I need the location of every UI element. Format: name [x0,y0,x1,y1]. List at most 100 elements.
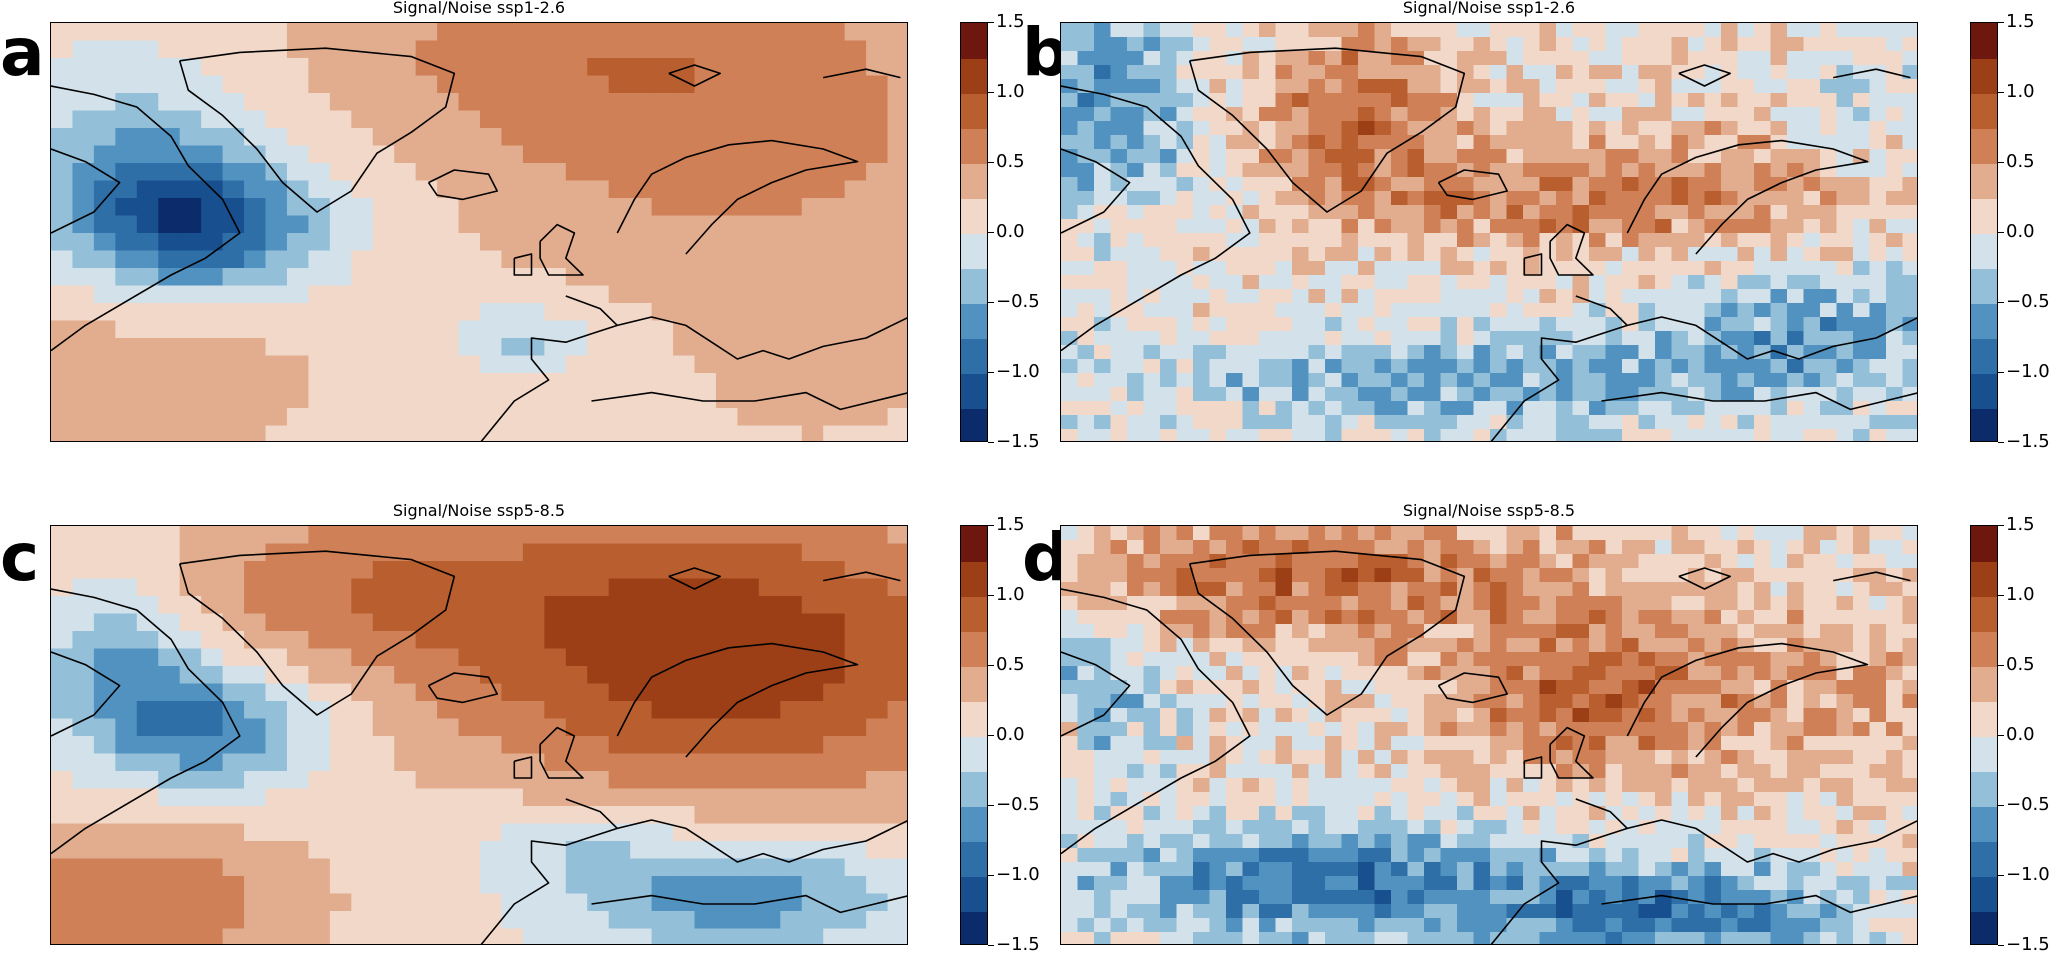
heatmap-cell [1193,65,1211,80]
heatmap-cell [394,718,417,737]
heatmap-cell [1424,191,1442,206]
heatmap-cell [1094,568,1112,583]
heatmap-cell [1556,680,1574,695]
heatmap-cell [1457,373,1475,388]
heatmap-cell [1886,37,1904,52]
heatmap-cell [458,736,481,755]
heatmap-cell [1506,345,1524,360]
heatmap-cell [201,858,224,877]
heatmap-cell [1506,736,1524,751]
heatmap-cell [1506,51,1524,66]
heatmap-cell [1275,652,1293,667]
heatmap-cell [544,718,567,737]
heatmap-cell [1490,554,1508,569]
heatmap-cell [1754,862,1772,877]
heatmap-cell [1440,205,1458,220]
heatmap-cell [394,561,417,580]
heatmap-cell [565,145,588,164]
heatmap-cell [115,163,138,182]
heatmap-cell [1655,834,1673,849]
heatmap-cell [522,806,545,825]
heatmap-cell [1523,890,1541,905]
heatmap-cell [72,928,95,944]
heatmap-cell [1374,205,1392,220]
heatmap-cell [1391,65,1409,80]
heatmap-cell [587,928,610,944]
heatmap-cell [1176,666,1194,681]
heatmap-cell [1341,275,1359,290]
heatmap-cell [1193,582,1211,597]
heatmap-cell [1424,862,1442,877]
heatmap-cell [158,666,181,685]
heatmap-cell [1803,876,1821,891]
heatmap-cell [1704,652,1722,667]
heatmap-cell [244,736,267,755]
heatmap-cell [480,58,503,77]
heatmap-cell [544,876,567,895]
heatmap-cell [158,390,181,409]
heatmap-cell [1259,65,1277,80]
heatmap-cell [1259,149,1277,164]
heatmap-cell [1407,429,1425,441]
heatmap-cell [1193,79,1211,94]
heatmap-cell [866,285,889,304]
heatmap-cell [1787,37,1805,52]
heatmap-cell [179,198,202,217]
heatmap-cell [1077,93,1095,108]
heatmap-cell [1671,890,1689,905]
heatmap-cell [630,23,653,42]
heatmap-cell [158,858,181,877]
heatmap-cell [72,93,95,112]
heatmap-cell [1638,652,1656,667]
heatmap-cell [1721,680,1739,695]
heatmap-cell [1275,359,1293,374]
heatmap-cell [1671,638,1689,653]
heatmap-cell [1523,708,1541,723]
heatmap-cell [1721,666,1739,681]
heatmap-cell [437,736,460,755]
heatmap-cell [1704,135,1722,150]
heatmap-cell [1110,233,1128,248]
heatmap-cell [1193,750,1211,765]
heatmap-cell [351,753,374,772]
heatmap-cell [1902,317,1917,332]
heatmap-cell [437,841,460,860]
heatmap-cell [1077,261,1095,276]
heatmap-cell [587,338,610,357]
heatmap-cell [1803,862,1821,877]
heatmap-cell [1061,275,1079,290]
heatmap-cell [1358,93,1376,108]
heatmap-cell [673,928,696,944]
heatmap-cell [1638,429,1656,441]
heatmap-cell [1605,429,1623,441]
heatmap-cell [587,233,610,252]
heatmap-cell [115,788,138,807]
heatmap-cell [158,648,181,667]
heatmap-cell [673,128,696,147]
heatmap-cell [1787,233,1805,248]
heatmap-cell [244,683,267,702]
heatmap-cell [587,163,610,182]
heatmap-cell [1655,359,1673,374]
heatmap-cell [1539,778,1557,793]
heatmap-cell [1160,303,1178,318]
heatmap-cell [1259,806,1277,821]
heatmap-cell [158,683,181,702]
heatmap-cell [1902,219,1917,234]
heatmap-cell [201,163,224,182]
colorbar-segment [961,561,987,597]
heatmap-cell [1523,289,1541,304]
heatmap-cell [501,701,524,720]
heatmap-cell [1754,568,1772,583]
heatmap-cell [222,561,245,580]
heatmap-cell [1110,638,1128,653]
heatmap-cell [1572,23,1590,38]
heatmap-cell [1638,736,1656,751]
heatmap-cell [158,93,181,112]
heatmap-cell [179,718,202,737]
heatmap-cell [1325,331,1343,346]
heatmap-cell [608,561,631,580]
heatmap-cell [201,250,224,269]
heatmap-cell [1209,666,1227,681]
heatmap-cell [544,561,567,580]
